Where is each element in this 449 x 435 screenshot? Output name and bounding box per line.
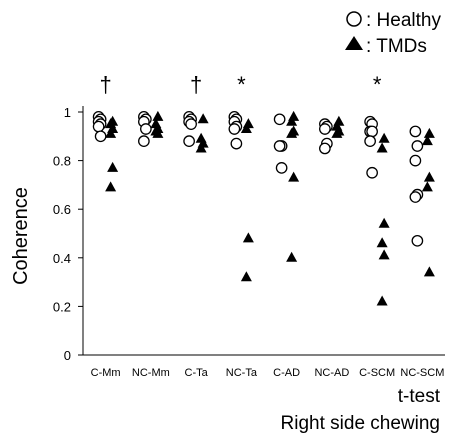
tmds-point <box>105 127 117 138</box>
legend-tmds-marker <box>345 36 363 50</box>
footer-condition-label: Right side chewing <box>281 413 440 434</box>
tmds-point <box>152 127 164 138</box>
significance-marker: * <box>373 72 382 97</box>
tmds-point <box>240 123 252 134</box>
legend-tmds-label: : TMDs <box>366 36 427 57</box>
legend-healthy-marker <box>346 11 362 27</box>
tmds-point <box>286 127 298 138</box>
tmds-point <box>376 142 388 153</box>
tmds-point <box>197 113 209 124</box>
healthy-point <box>411 234 424 247</box>
y-tick-label: 0.6 <box>53 202 71 217</box>
healthy-point <box>275 162 288 174</box>
tmds-point <box>378 217 390 228</box>
healthy-point <box>409 191 422 203</box>
tmds-point <box>105 181 117 192</box>
tmds-point <box>376 237 388 248</box>
y-tick-label: 0.4 <box>53 251 71 266</box>
healthy-point <box>140 123 152 135</box>
healthy-point <box>366 125 378 138</box>
tmds-point <box>286 115 298 126</box>
legend: : Healthy : TMDs <box>345 10 441 57</box>
x-tick-label: NC-Ta <box>226 367 258 379</box>
tmds-point <box>286 251 298 262</box>
healthy-point <box>138 135 150 148</box>
healthy-point <box>411 140 424 152</box>
healthy-point <box>366 166 378 179</box>
tmds-point <box>242 232 254 243</box>
healthy-point <box>92 120 105 133</box>
healthy-point <box>409 125 422 138</box>
healthy-point <box>228 123 241 135</box>
healthy-point <box>364 135 376 148</box>
tmds-point <box>240 271 252 282</box>
axes <box>82 106 445 356</box>
healthy-point <box>183 135 195 148</box>
healthy-point <box>409 154 422 167</box>
tmds-point <box>107 161 119 172</box>
healthy-point <box>185 118 197 131</box>
y-tick-label: 1 <box>64 105 71 120</box>
x-tick-labels: C-Mm NC-Mm C-Ta NC-Ta C-AD NC-AD C-SCM NC-SCM <box>91 367 445 379</box>
tmds-point <box>288 171 300 182</box>
y-axis-label: Coherence <box>10 187 32 285</box>
tmds-point <box>421 181 433 192</box>
x-tick-label: C-Mm <box>91 367 121 379</box>
x-tick-label: C-AD <box>273 367 300 379</box>
tmds-point <box>421 135 433 146</box>
significance-markers: † † * * <box>100 72 382 97</box>
tmds-point <box>423 127 435 138</box>
healthy-point <box>230 137 243 150</box>
y-ticks: 0 0.2 0.4 0.6 0.8 1 <box>53 105 83 363</box>
tmds-point <box>195 142 207 153</box>
tmds-point <box>378 132 390 143</box>
significance-marker: * <box>237 72 246 97</box>
healthy-point <box>319 123 331 135</box>
footer-test-label: t-test <box>398 386 441 407</box>
tmds-point <box>376 295 388 306</box>
x-tick-label: NC-SCM <box>400 367 444 379</box>
tmds-point <box>423 266 435 277</box>
legend-healthy-label: : Healthy <box>366 10 441 31</box>
x-tick-label: NC-Mm <box>132 367 170 379</box>
tmds-point <box>423 171 435 182</box>
y-tick-label: 0 <box>64 348 71 363</box>
healthy-point <box>273 140 286 152</box>
tmds-point <box>152 110 164 121</box>
y-tick-label: 0.2 <box>53 299 71 314</box>
significance-marker: † <box>190 72 202 97</box>
healthy-point <box>273 113 286 126</box>
healthy-point <box>94 130 107 143</box>
tmds-point <box>378 249 390 260</box>
x-tick-label: C-SCM <box>359 367 395 379</box>
y-tick-label: 0.8 <box>53 154 71 169</box>
tmds-point <box>331 127 343 138</box>
significance-marker: † <box>100 72 112 97</box>
x-tick-label: C-Ta <box>185 367 209 379</box>
x-tick-label: NC-AD <box>314 367 349 379</box>
healthy-point <box>319 142 331 155</box>
data-points <box>92 110 435 306</box>
